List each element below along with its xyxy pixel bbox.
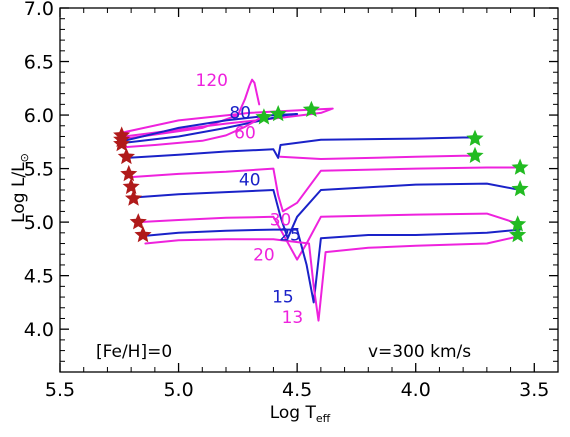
y-tick-label: 5.0 bbox=[24, 212, 54, 234]
mass-label-13: 13 bbox=[282, 308, 304, 328]
start-star-9 bbox=[134, 226, 152, 243]
track-25 bbox=[132, 182, 522, 240]
mass-label-30: 30 bbox=[270, 210, 292, 230]
x-tick-label: 4.0 bbox=[401, 379, 431, 401]
track-120 bbox=[123, 78, 334, 140]
x-tick-label: 5.5 bbox=[45, 379, 75, 401]
track-30 bbox=[127, 166, 522, 213]
start-star-6 bbox=[122, 177, 140, 195]
x-tick-label: 5.0 bbox=[163, 379, 193, 401]
track-60 bbox=[123, 117, 261, 149]
x-tick-label: 3.5 bbox=[519, 379, 549, 401]
end-star-3 bbox=[302, 100, 320, 117]
track-markers bbox=[113, 100, 529, 243]
start-star-5 bbox=[120, 164, 138, 182]
y-tick-label: 4.5 bbox=[24, 266, 54, 288]
rotation-annotation: v=300 km/s bbox=[368, 342, 471, 362]
mass-label-120: 120 bbox=[196, 71, 228, 91]
y-tick-label: 6.5 bbox=[24, 52, 54, 74]
start-star-7 bbox=[125, 189, 143, 206]
end-star-9 bbox=[509, 226, 527, 243]
start-star-4 bbox=[117, 147, 135, 165]
end-star-8 bbox=[509, 215, 527, 232]
track-40-late bbox=[279, 154, 474, 160]
end-star-6 bbox=[511, 158, 529, 175]
y-tick-label: 5.5 bbox=[24, 159, 54, 181]
track-20 bbox=[137, 212, 522, 261]
x-axis-label: Log Teff bbox=[270, 403, 331, 425]
mass-label-40: 40 bbox=[239, 171, 261, 191]
x-axis-label-subscript: eff bbox=[316, 412, 331, 425]
y-axis-label-sun-symbol: ⊙ bbox=[18, 153, 31, 162]
mass-label-15: 15 bbox=[272, 287, 294, 307]
mass-label-25: 25 bbox=[279, 225, 301, 245]
y-tick-label: 6.0 bbox=[24, 105, 54, 127]
mass-label-20: 20 bbox=[253, 246, 275, 266]
axis-ticks: 5.5 5.0 4.5 4.0 3.5 4.0 4.5 5.0 5.5 6.0 6.5 7.0 bbox=[24, 0, 559, 401]
metallicity-annotation: [Fe/H]=0 bbox=[96, 342, 172, 362]
mass-label-60: 60 bbox=[234, 124, 256, 144]
y-tick-label: 4.0 bbox=[24, 319, 54, 341]
track-80 bbox=[123, 113, 299, 144]
mass-label-80: 80 bbox=[229, 103, 251, 123]
end-star-5 bbox=[466, 146, 484, 163]
start-star-8 bbox=[129, 213, 147, 230]
end-star-1 bbox=[255, 108, 273, 125]
track-40 bbox=[125, 136, 474, 159]
track-13 bbox=[144, 235, 522, 322]
track-15 bbox=[142, 228, 522, 304]
evolution-tracks bbox=[123, 78, 522, 322]
x-tick-label: 4.5 bbox=[282, 379, 312, 401]
end-star-4 bbox=[466, 129, 484, 146]
start-star-3 bbox=[113, 135, 131, 152]
end-star-7 bbox=[511, 179, 529, 197]
y-axis-label-main: Log L/L bbox=[9, 162, 29, 223]
x-axis-label-main: Log T bbox=[270, 403, 317, 423]
end-star-2 bbox=[269, 105, 287, 122]
y-tick-label: 7.0 bbox=[24, 0, 54, 20]
y-axis-label: Log L/L⊙ bbox=[9, 153, 31, 223]
